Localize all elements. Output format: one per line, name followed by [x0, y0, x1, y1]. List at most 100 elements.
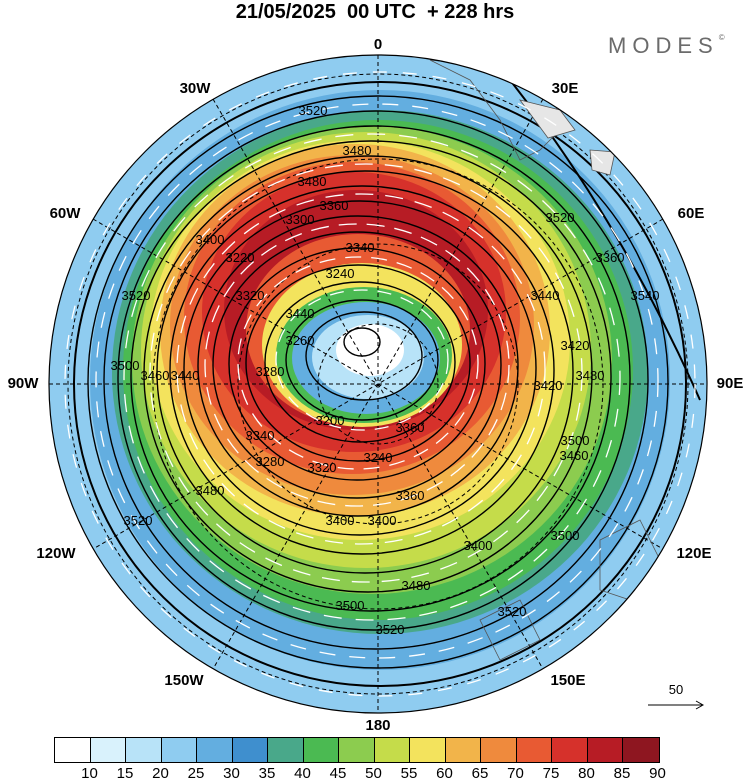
colorbar-swatch — [481, 738, 517, 762]
contour-label: 3520 — [299, 103, 328, 118]
contour-label: 3200 — [316, 413, 345, 428]
colorbar-tick-label: 25 — [187, 765, 205, 782]
colorbar-tick-label: 35 — [258, 765, 276, 782]
colorbar-tick-label: 20 — [152, 765, 169, 782]
colorbar-tick-label: 90 — [649, 765, 666, 782]
colorbar-swatch — [516, 738, 552, 762]
contour-label: 3480 — [298, 174, 327, 189]
colorbar-swatch — [587, 738, 623, 762]
label-150e: 150E — [550, 672, 586, 689]
label-90w: 90W — [7, 375, 39, 392]
label-0: 0 — [373, 36, 383, 53]
label-60w: 60W — [49, 205, 81, 222]
contour-label: 3340 — [346, 240, 375, 255]
contour-label: 3320 — [308, 460, 337, 475]
contour-label: 3500 — [336, 598, 365, 613]
label-120w: 120W — [36, 545, 76, 562]
label-120e: 120E — [676, 545, 712, 562]
colorbar-swatch — [374, 738, 410, 762]
colorbar-tick-label: 70 — [507, 765, 524, 782]
contour-label: 3460 — [141, 368, 170, 383]
colorbar-swatch — [339, 738, 375, 762]
contour-label: 3520 — [122, 288, 151, 303]
colorbar-tick-label: 80 — [578, 765, 595, 782]
colorbar-swatch — [268, 738, 304, 762]
contour-label: 3260 — [286, 333, 315, 348]
contour-label: 3500 — [561, 433, 590, 448]
contour-label: 3540 — [631, 288, 660, 303]
brand-name: MODES — [608, 33, 719, 58]
colorbar-swatch — [232, 738, 268, 762]
wind-speed-shading — [49, 55, 707, 713]
map-border — [48, 54, 708, 714]
label-60e: 60E — [677, 205, 705, 222]
label-30w: 30W — [179, 80, 211, 97]
contour-label: 3240 — [326, 266, 355, 281]
contour-label: 3360 — [320, 198, 349, 213]
contour-label: 3520 — [498, 604, 527, 619]
contour-label: 3220 — [226, 250, 255, 265]
contour-label: 3360 — [596, 250, 625, 265]
contour-label: 3480 — [196, 483, 225, 498]
colorbar-swatch — [623, 738, 659, 762]
contour-label: 3480 — [576, 368, 605, 383]
contour-label: 3420 — [561, 338, 590, 353]
contour-label: 3400 — [368, 513, 397, 528]
vector-reference-arrow-icon — [648, 700, 705, 710]
colorbar-swatch — [126, 738, 162, 762]
contour-label: 3400 — [196, 232, 225, 247]
contour-label: 3520 — [546, 210, 575, 225]
contour-label: 3520 — [124, 513, 153, 528]
colorbar-tick-label: 50 — [365, 765, 382, 782]
colorbar-tick-label: 40 — [294, 765, 311, 782]
map-title: 21/05/2025 00 UTC + 228 hrs — [235, 1, 515, 23]
contour-label: 3420 — [534, 378, 563, 393]
vector-reference-label: 50 — [668, 682, 684, 697]
contour-label: 3500 — [111, 358, 140, 373]
contour-label: 3280 — [256, 364, 285, 379]
colorbar-tick-label: 75 — [542, 765, 560, 782]
contour-label: 3440 — [286, 306, 315, 321]
vector-reference: 50 — [646, 682, 706, 712]
colorbar-swatch — [197, 738, 233, 762]
contour-label: 3360 — [396, 488, 425, 503]
colorbar-tick-label: 45 — [329, 765, 347, 782]
brand-mark: © — [718, 33, 725, 42]
contour-label: 3520 — [376, 622, 405, 637]
contour-label: 3400 — [464, 538, 493, 553]
contour-label: 3340 — [246, 428, 275, 443]
contour-label: 3360 — [396, 420, 425, 435]
contour-label: 3280 — [256, 454, 285, 469]
colorbar-tick-label: 10 — [81, 765, 98, 782]
label-30e: 30E — [551, 80, 579, 97]
colorbar-swatch — [445, 738, 481, 762]
label-180: 180 — [365, 717, 391, 734]
contour-label: 3440 — [171, 368, 200, 383]
colorbar-tick-label: 60 — [436, 765, 453, 782]
contour-label: 3480 — [402, 578, 431, 593]
contour-label: 3320 — [236, 288, 265, 303]
contour-label: 3460 — [560, 448, 589, 463]
colorbar-tick-label: 65 — [471, 765, 489, 782]
contour-label: 3500 — [551, 528, 580, 543]
graticule — [49, 55, 707, 713]
colorbar-swatch — [55, 738, 91, 762]
colorbar — [54, 737, 660, 763]
colorbar-swatch — [410, 738, 446, 762]
contour-label: 3480 — [343, 143, 372, 158]
contour-label: 3300 — [286, 212, 315, 227]
wind-vectors — [64, 71, 696, 697]
brand-logo: MODES© — [608, 33, 725, 59]
contour-label: 3400 — [326, 513, 355, 528]
colorbar-swatch — [303, 738, 339, 762]
label-90e: 90E — [716, 375, 744, 392]
contour-label: 3440 — [531, 288, 560, 303]
contour-label: 3240 — [364, 450, 393, 465]
colorbar-swatch — [90, 738, 126, 762]
colorbar-swatch — [161, 738, 197, 762]
colorbar-tick-label: 15 — [116, 765, 134, 782]
colorbar-swatch — [552, 738, 588, 762]
colorbar-tick-label: 55 — [400, 765, 418, 782]
